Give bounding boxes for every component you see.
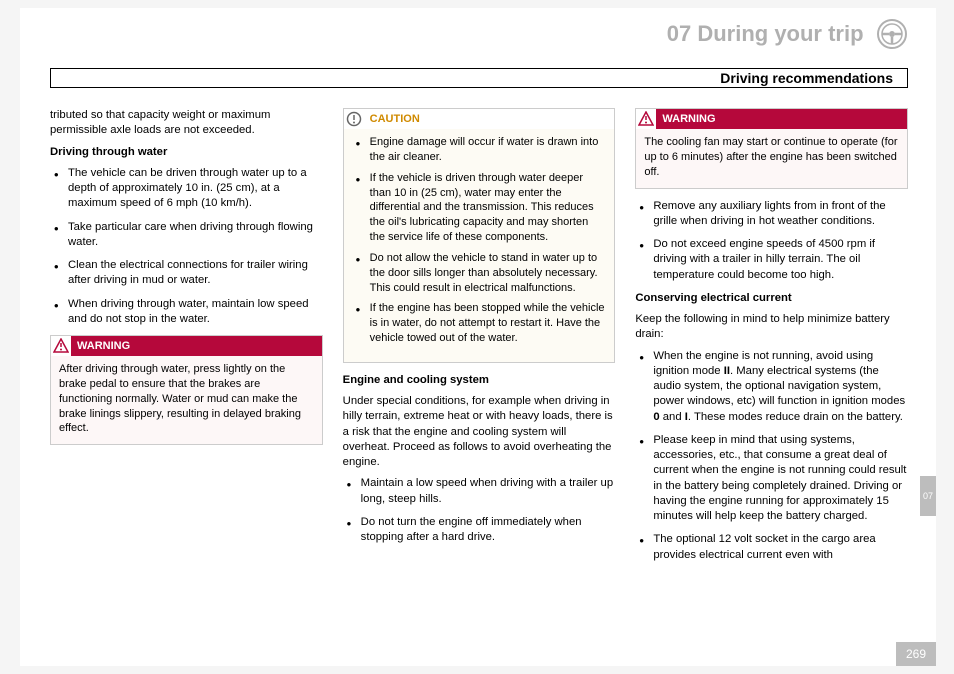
intro-text: tributed so that capacity weight or maxi… — [50, 108, 323, 139]
steering-wheel-icon — [876, 18, 908, 50]
list-item: Do not turn the engine off immediately w… — [343, 515, 616, 546]
warning-label: WARNING — [77, 339, 130, 354]
engine-para: Under special conditions, for example wh… — [343, 394, 616, 470]
text: . These modes reduce drain on the batter… — [688, 411, 903, 423]
subhead-water: Driving through water — [50, 145, 323, 160]
page-number: 269 — [896, 642, 936, 666]
caution-body: Engine damage will occur if water is dra… — [344, 129, 615, 362]
list-item: The vehicle can be driven through water … — [50, 166, 323, 212]
caution-label-wrap: CAUTION — [364, 109, 615, 129]
list-item: Do not allow the vehicle to stand in wat… — [352, 251, 607, 296]
section-rule: Driving recommendations — [50, 68, 908, 88]
caution-box: CAUTION Engine damage will occur if wate… — [343, 108, 616, 363]
list-item: If the engine has been stopped while the… — [352, 301, 607, 346]
warning-icon — [51, 336, 71, 356]
list-item: Take particular care when driving throug… — [50, 220, 323, 251]
warning-label: WARNING — [662, 112, 715, 127]
cooling-bullets: Remove any auxiliary lights from in fron… — [635, 199, 908, 283]
list-item: Clean the electrical connections for tra… — [50, 258, 323, 289]
warning-box: WARNING After driving through water, pre… — [50, 335, 323, 445]
list-item: Please keep in mind that using systems, … — [635, 433, 908, 525]
caution-label: CAUTION — [370, 112, 420, 127]
list-item: The optional 12 volt socket in the cargo… — [635, 532, 908, 563]
caution-bullets: Engine damage will occur if water is dra… — [352, 135, 607, 346]
subhead-engine: Engine and cooling system — [343, 373, 616, 388]
caution-header: CAUTION — [344, 109, 615, 129]
text: and — [660, 411, 685, 423]
warning-label-wrap: WARNING — [656, 109, 907, 129]
warning-icon — [636, 109, 656, 129]
warning-label-wrap: WARNING — [71, 336, 322, 356]
warning-header: WARNING — [636, 109, 907, 129]
manual-page: 07 During your trip Driving recommendati… — [20, 8, 936, 666]
list-item: Maintain a low speed when driving with a… — [343, 476, 616, 507]
section-title: Driving recommendations — [716, 70, 897, 86]
electrical-para: Keep the following in mind to help minim… — [635, 312, 908, 343]
warning-body: The cooling fan may start or continue to… — [636, 129, 907, 188]
column-2: CAUTION Engine damage will occur if wate… — [343, 108, 616, 636]
electrical-bullets: When the engine is not running, avoid us… — [635, 349, 908, 563]
chapter-title: 07 During your trip — [667, 21, 864, 47]
list-item: Do not exceed engine speeds of 4500 rpm … — [635, 237, 908, 283]
warning-box: WARNING The cooling fan may start or con… — [635, 108, 908, 189]
list-item: Remove any auxiliary lights from in fron… — [635, 199, 908, 230]
list-item: Engine damage will occur if water is dra… — [352, 135, 607, 165]
column-1: tributed so that capacity weight or maxi… — [50, 108, 323, 636]
page-header: 07 During your trip — [20, 18, 908, 50]
water-bullets: The vehicle can be driven through water … — [50, 166, 323, 327]
warning-body: After driving through water, press light… — [51, 356, 322, 444]
list-item: If the vehicle is driven through water d… — [352, 171, 607, 245]
list-item: When the engine is not running, avoid us… — [635, 349, 908, 425]
engine-bullets: Maintain a low speed when driving with a… — [343, 476, 616, 545]
subhead-electrical: Conserving electrical current — [635, 291, 908, 306]
chapter-tab: 07 — [920, 476, 936, 516]
list-item: When driving through water, maintain low… — [50, 297, 323, 328]
warning-header: WARNING — [51, 336, 322, 356]
caution-icon — [344, 109, 364, 129]
column-3: WARNING The cooling fan may start or con… — [635, 108, 908, 636]
content-columns: tributed so that capacity weight or maxi… — [50, 108, 908, 636]
